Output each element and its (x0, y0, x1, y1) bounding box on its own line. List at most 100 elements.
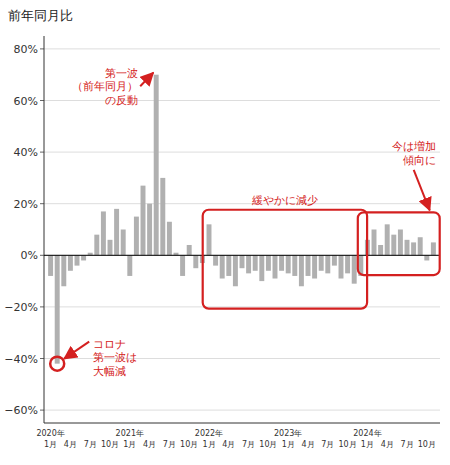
annotation-line: 第一波は (93, 351, 137, 364)
x-tick-label: 10月 (259, 440, 277, 449)
bar (332, 255, 337, 265)
bar (431, 242, 436, 255)
bar (306, 255, 311, 276)
bar (424, 255, 429, 260)
annotation-box (358, 212, 440, 275)
bar (378, 245, 383, 255)
bar (220, 255, 225, 278)
x-tick-label-line: 1月 (282, 440, 295, 449)
bar (121, 230, 126, 256)
bar (207, 224, 212, 255)
y-tick-label: −60% (4, 404, 38, 417)
bar (127, 255, 132, 276)
grid-line (44, 152, 440, 153)
x-tick-label: 10月 (180, 440, 198, 449)
bar (114, 209, 119, 255)
bar (253, 255, 258, 270)
x-tick-label: 7月 (321, 440, 334, 449)
zero-line (44, 255, 440, 256)
annotation-line: コロナ (93, 338, 126, 351)
chart: 前年同月比−60%−40%−20%0%20%40%60%80%2020年1月4月… (0, 0, 450, 465)
x-tick-label-line: 2020年 (36, 429, 64, 438)
x-tick-label: 4月 (64, 440, 77, 449)
bar (75, 255, 80, 265)
x-tick-label-line: 7月 (321, 440, 334, 449)
grid-line (44, 203, 440, 204)
x-tick-label: 7月 (84, 440, 97, 449)
x-tick-label: 2024年1月 (353, 429, 381, 449)
bar (180, 255, 185, 276)
annotation-arrow (64, 342, 89, 359)
x-tick-label-line: 1月 (202, 440, 215, 449)
y-tick-label: 0% (21, 249, 38, 262)
y-tick (40, 152, 44, 153)
bars (48, 75, 436, 364)
x-tick-label-line: 4月 (64, 440, 77, 449)
y-tick-label: −20% (4, 301, 38, 314)
grid-line (44, 100, 440, 101)
x-tick-label: 4月 (381, 440, 394, 449)
annotation-line: （前年同月） (72, 80, 138, 93)
x-tick-label-line: 7月 (84, 440, 97, 449)
bar (154, 75, 159, 256)
annotation-circle (50, 357, 64, 371)
y-grid (44, 49, 440, 410)
y-tick (40, 100, 44, 101)
x-tick-label-line: 4月 (381, 440, 394, 449)
x-tick-label-line: 2021年 (116, 429, 144, 438)
bar (385, 224, 390, 255)
bar (61, 255, 66, 286)
bar (160, 178, 165, 255)
y-tick (40, 203, 44, 204)
x-tick-label: 7月 (242, 440, 255, 449)
annotation-text: コロナ第一波は大幅減 (93, 338, 137, 378)
x-axis-line (44, 423, 440, 424)
annotation-line: 第一波 (105, 67, 138, 80)
bar (345, 255, 350, 273)
annotation-text: 今は増加傾向に (392, 140, 436, 167)
x-tick-label-line: 2024年 (353, 429, 381, 438)
x-tick-label-line: 10月 (418, 440, 436, 449)
y-tick (40, 410, 44, 411)
x-tick-label-line: 10月 (259, 440, 277, 449)
annotation-text: 第一波（前年同月）の反動 (72, 67, 138, 107)
x-tick-label: 2021年1月 (116, 429, 144, 449)
bar (312, 255, 317, 278)
annotation-line: 傾向に (403, 154, 436, 167)
grid-line (44, 410, 440, 411)
bar (167, 222, 172, 256)
grid-line (44, 306, 440, 307)
y-tick (40, 358, 44, 359)
bar (418, 237, 423, 255)
bar (94, 235, 99, 256)
x-tick-label: 2023年1月 (274, 429, 302, 449)
annotation-arrow (140, 73, 153, 87)
x-tick-label: 4月 (143, 440, 156, 449)
bar (233, 255, 238, 286)
bar (398, 230, 403, 256)
bar (292, 255, 297, 276)
y-axis-line (44, 36, 45, 423)
x-tick-label-line: 2022年 (195, 429, 223, 438)
bar (325, 255, 330, 273)
bar (48, 255, 53, 276)
x-tick-label-line: 7月 (242, 440, 255, 449)
x-tick-label-line: 4月 (301, 440, 314, 449)
annotations: コロナ第一波は大幅減 第一波（前年同月）の反動緩やかに減少 今は増加傾向に (50, 67, 439, 378)
x-tick-label: 10月 (101, 440, 119, 449)
annotation-text: 緩やかに減少 (251, 194, 318, 207)
y-tick-label: 40% (14, 146, 38, 159)
bar (101, 211, 106, 255)
x-tick-label-line: 7月 (163, 440, 176, 449)
bar (339, 255, 344, 278)
x-tick-label-line: 10月 (101, 440, 119, 449)
x-tick-label: 7月 (163, 440, 176, 449)
bar (226, 255, 231, 276)
bar (68, 255, 73, 270)
bar (259, 255, 264, 281)
bar (352, 255, 357, 283)
y-tick (40, 48, 44, 49)
bar (273, 255, 278, 278)
y-tick (40, 306, 44, 307)
bar (411, 242, 416, 255)
